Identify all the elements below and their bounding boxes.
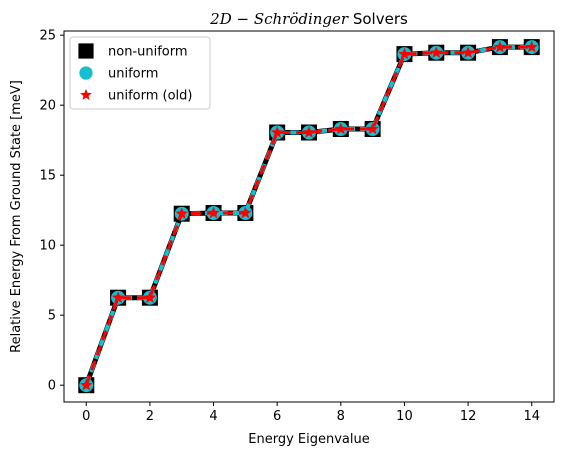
data-point bbox=[366, 122, 379, 135]
series-line bbox=[84, 45, 532, 386]
data-point bbox=[80, 378, 93, 391]
data-point bbox=[143, 291, 157, 303]
data-point bbox=[111, 291, 125, 303]
data-point bbox=[239, 206, 252, 219]
x-tick-label: 6 bbox=[273, 409, 281, 424]
x-tick-label: 8 bbox=[337, 409, 345, 424]
data-point bbox=[302, 126, 316, 138]
data-point bbox=[334, 122, 347, 135]
x-tick-label: 12 bbox=[460, 409, 477, 424]
legend-marker bbox=[78, 43, 94, 59]
legend-marker bbox=[80, 88, 92, 100]
legend-label: uniform (old) bbox=[108, 89, 193, 104]
y-tick-label: 10 bbox=[39, 239, 56, 254]
x-axis-label: Energy Eigenvalue bbox=[248, 432, 369, 447]
data-point bbox=[461, 46, 475, 58]
data-point bbox=[493, 40, 507, 53]
series-star bbox=[80, 40, 538, 391]
y-tick-label: 20 bbox=[39, 99, 56, 114]
data-point bbox=[398, 47, 411, 60]
data-point bbox=[271, 126, 284, 138]
legend-marker bbox=[79, 66, 93, 80]
legend-label: non-uniform bbox=[108, 45, 188, 60]
data-point bbox=[525, 40, 538, 53]
x-tick-label: 10 bbox=[396, 409, 413, 424]
y-axis-label: Relative Energy From Ground State [meV] bbox=[9, 80, 24, 353]
data-point bbox=[207, 206, 220, 219]
chart-title-math: 2D − Schrödinger bbox=[209, 10, 349, 28]
chart-title-suffix: Solvers bbox=[348, 10, 408, 28]
data-point bbox=[430, 46, 443, 58]
chart-title: 2D − Schrödinger Solvers bbox=[209, 10, 408, 28]
legend: non-uniform uniform uniform (old) bbox=[69, 36, 211, 110]
y-tick-label: 5 bbox=[48, 309, 56, 324]
x-tick-label: 0 bbox=[82, 409, 90, 424]
y-tick-label: 0 bbox=[48, 379, 56, 394]
x-tick-label: 4 bbox=[209, 409, 217, 424]
legend-label: uniform bbox=[108, 67, 158, 82]
data-point bbox=[175, 207, 188, 219]
x-tick-label: 2 bbox=[146, 409, 154, 424]
plot-frame bbox=[63, 30, 555, 403]
y-tick-label: 15 bbox=[39, 169, 56, 184]
y-tick-label: 25 bbox=[39, 29, 56, 44]
legend-box bbox=[69, 36, 211, 110]
x-tick-label: 14 bbox=[523, 409, 540, 424]
